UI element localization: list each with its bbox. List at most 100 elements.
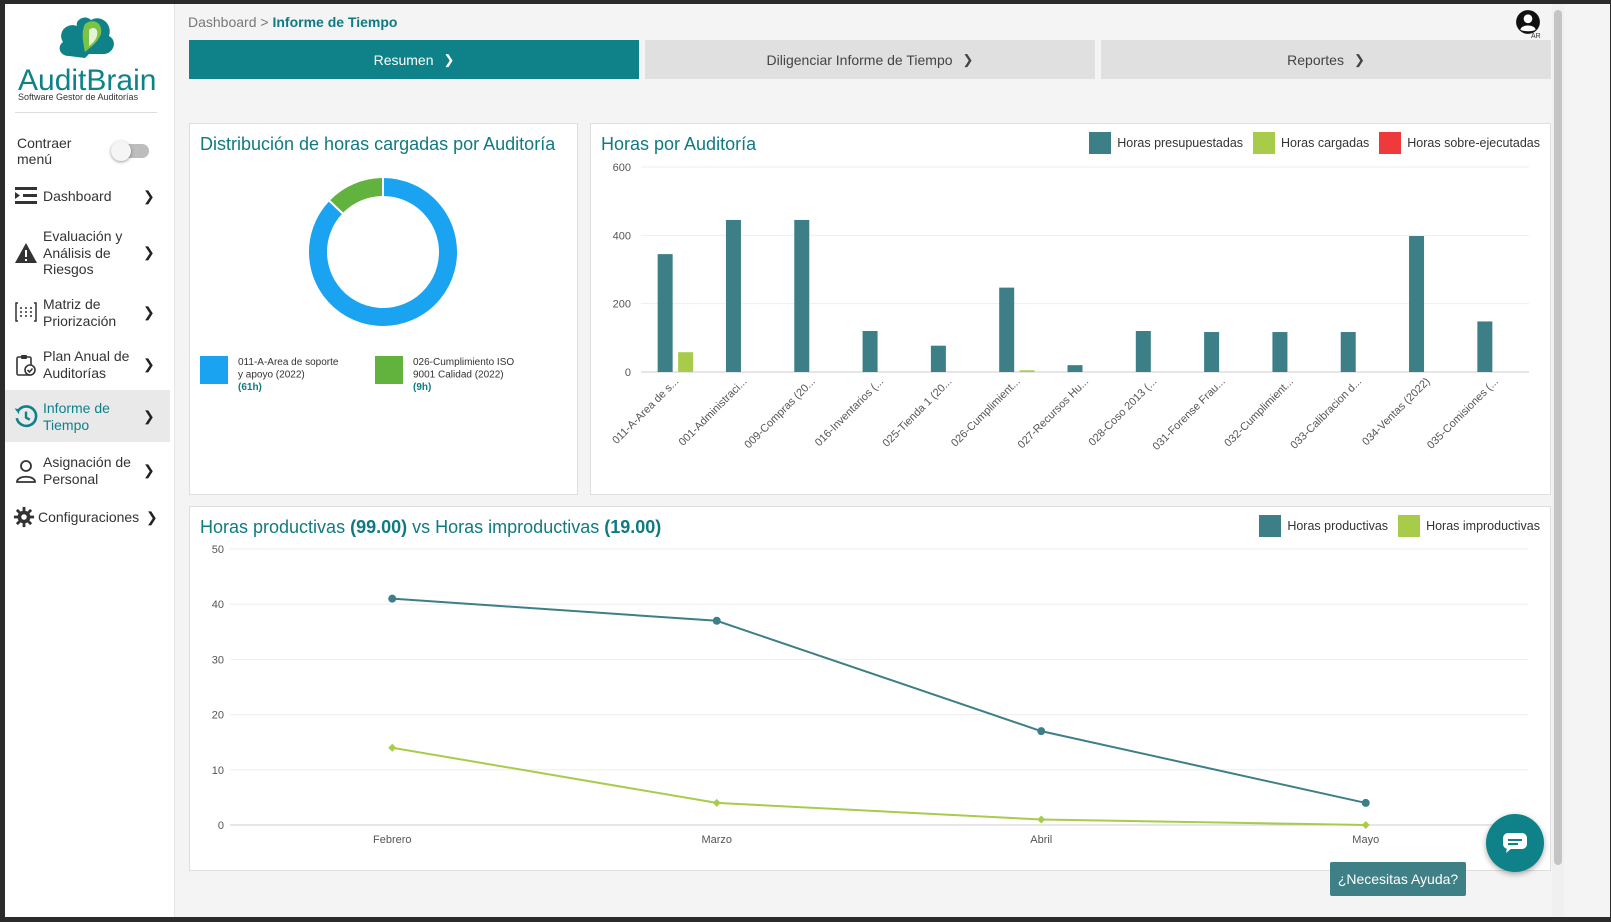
legend-item[interactable]: Horas improductivas (1398, 515, 1540, 537)
x-tick-label: 028-Coso 2013 (... (1087, 376, 1160, 449)
chevron-right-icon: ❯ (143, 408, 155, 424)
brain-leaf-icon (59, 17, 114, 59)
bar (725, 219, 741, 372)
data-point (388, 594, 397, 603)
chevron-right-icon: ❯ (143, 188, 155, 204)
y-tick-label: 10 (212, 765, 224, 777)
x-tick-label: 011-A-Area de s... (610, 376, 681, 447)
x-tick-label: Febrero (373, 834, 412, 846)
y-tick-label: 40 (212, 599, 224, 611)
legend-label: Horas sobre-ejecutadas (1407, 136, 1540, 150)
y-tick-label: 50 (212, 544, 224, 556)
legend-swatch (375, 356, 403, 384)
sidebar-item-annual-plan[interactable]: Plan Anual de Auditorías ❯ (5, 344, 170, 384)
y-tick-label: 600 (613, 162, 631, 174)
title-mid: vs Horas improductivas (412, 517, 600, 537)
x-tick-label: 034-Ventas (2022) (1360, 376, 1432, 448)
x-tick-label: 001-Administraci... (677, 376, 750, 449)
brand-name: AuditBrain (18, 64, 156, 97)
sidebar-item-risk-analysis[interactable]: Evaluación y Análisis de Riesgos ❯ (5, 224, 170, 280)
y-tick-label: 30 (212, 654, 224, 666)
history-icon (13, 404, 39, 430)
bar (1019, 370, 1035, 372)
legend-label: 026-Cumplimiento ISO (413, 357, 514, 368)
bar (1204, 332, 1220, 372)
tab-diligenciar-informe[interactable]: Diligenciar Informe de Tiempo ❯ (645, 40, 1095, 79)
bar (930, 345, 946, 372)
legend-swatch (1379, 132, 1402, 154)
legend-label: Horas productivas (1287, 519, 1389, 533)
donut-chart-title: Distribución de horas cargadas por Audit… (200, 134, 556, 154)
legend-swatch (1398, 515, 1421, 537)
bar-chart: 0 200 400 600 011-A-Area de s...001-Administ… (610, 162, 1529, 453)
bar-chart-title: Horas por Auditoría (601, 134, 757, 154)
legend-swatch (200, 356, 228, 384)
legend-swatch (1089, 132, 1112, 154)
sidebar-item-time-report[interactable]: Informe de Tiempo ❯ (5, 390, 170, 442)
data-point (1037, 815, 1046, 824)
brand-tagline: Software Gestor de Auditorías (18, 92, 139, 102)
tab-reportes[interactable]: Reportes ❯ (1101, 40, 1551, 79)
sidebar-item-dashboard[interactable]: Dashboard ❯ (5, 180, 170, 212)
x-tick-label: Abril (1030, 834, 1052, 846)
warning-icon (13, 240, 39, 266)
x-tick-label: 025-Tienda 1 (20... (881, 376, 955, 450)
tab-label: Diligenciar Informe de Tiempo (766, 51, 953, 68)
dashboard-icon (13, 183, 39, 209)
y-tick-label: 0 (218, 820, 224, 832)
tab-bar: Resumen ❯ Diligenciar Informe de Tiempo ❯ … (189, 40, 1551, 79)
legend-item[interactable]: Horas productivas (1259, 515, 1388, 537)
data-point (1361, 821, 1370, 829)
collapse-menu-label: Contraer menú (17, 135, 72, 167)
donut-chart: 011-A-Area de soporte y apoyo (2022)(61h)… (200, 175, 514, 393)
chevron-right-icon: ❯ (146, 509, 158, 525)
brand-logo[interactable]: AuditBrain Software Gestor de Auditorías (5, 4, 175, 116)
data-point (388, 743, 397, 752)
line-chart-title: Horas productivas (99.00) vs Horas impro… (200, 517, 661, 538)
y-tick-label: 400 (613, 230, 631, 242)
tab-label: Reportes (1287, 51, 1344, 68)
x-tick-label: 033-Calibracion d... (1288, 376, 1364, 452)
collapse-menu-toggle[interactable] (111, 141, 149, 161)
bar (1477, 321, 1493, 372)
tab-resumen[interactable]: Resumen ❯ (189, 40, 639, 79)
data-point (712, 616, 721, 625)
breadcrumb-root[interactable]: Dashboard (188, 14, 257, 30)
scrollbar-thumb[interactable] (1554, 10, 1562, 865)
user-initials: AR (1531, 33, 1541, 40)
user-circle-icon[interactable]: AR (1515, 9, 1541, 40)
breadcrumb: Dashboard > Informe de Tiempo (188, 14, 397, 30)
legend-item[interactable]: Horas sobre-ejecutadas (1379, 132, 1540, 154)
sidebar-item-staff-assignment[interactable]: Asignación de Personal ❯ (5, 448, 170, 492)
legend-item[interactable]: Horas presupuestadas (1089, 132, 1243, 154)
help-button[interactable]: ¿Necesitas Ayuda? (1330, 862, 1466, 896)
series-line (392, 597, 1366, 804)
y-tick-label: 200 (613, 299, 631, 311)
chevron-right-icon: ❯ (443, 51, 455, 67)
sidebar-item-settings[interactable]: Configuraciones ❯ (5, 503, 170, 531)
bar (657, 254, 673, 372)
chevron-right-icon: ❯ (1353, 51, 1365, 67)
chat-bubble-icon (1503, 833, 1527, 853)
legend-swatch (1259, 515, 1282, 537)
x-tick-label: 032-Cumplimient... (1222, 376, 1296, 450)
donut-chart-card: Distribución de horas cargadas por Audit… (189, 123, 578, 495)
bar (862, 331, 878, 372)
y-tick-label: 20 (212, 710, 224, 722)
sidebar-item-label: Plan Anual de Auditorías (43, 348, 130, 381)
donut-slice (307, 175, 459, 328)
app-window: AuditBrain Software Gestor de Auditorías… (5, 4, 1610, 917)
productive-total: (99.00) (350, 517, 408, 537)
legend-label: 011-A-Area de soporte (238, 357, 339, 368)
sidebar-item-priority-matrix[interactable]: Matriz de Priorización ❯ (5, 292, 170, 332)
legend-value: (61h) (238, 382, 262, 393)
legend-item[interactable]: Horas cargadas (1253, 132, 1369, 154)
x-tick-label: 031-Forense Frau... (1151, 376, 1228, 453)
divider (15, 112, 157, 113)
legend-label: Horas cargadas (1281, 136, 1370, 150)
legend-label: Horas improductivas (1426, 519, 1540, 533)
matrix-icon (13, 299, 39, 325)
bar (1135, 331, 1151, 372)
chat-button[interactable] (1486, 814, 1544, 872)
x-tick-label: 027-Recursos Hu... (1016, 376, 1091, 451)
